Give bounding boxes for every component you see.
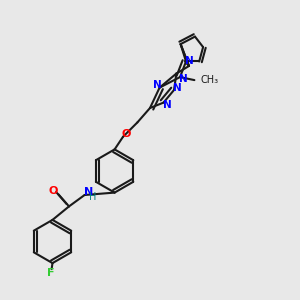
Text: N: N xyxy=(153,80,162,90)
Text: N: N xyxy=(172,83,182,94)
Text: N: N xyxy=(163,100,172,110)
Text: O: O xyxy=(122,129,131,139)
Text: N: N xyxy=(178,74,188,84)
Text: F: F xyxy=(47,268,55,278)
Text: H: H xyxy=(89,191,97,202)
Text: N: N xyxy=(84,187,93,197)
Text: CH₃: CH₃ xyxy=(200,75,218,85)
Text: N: N xyxy=(184,56,194,67)
Text: O: O xyxy=(48,186,58,197)
